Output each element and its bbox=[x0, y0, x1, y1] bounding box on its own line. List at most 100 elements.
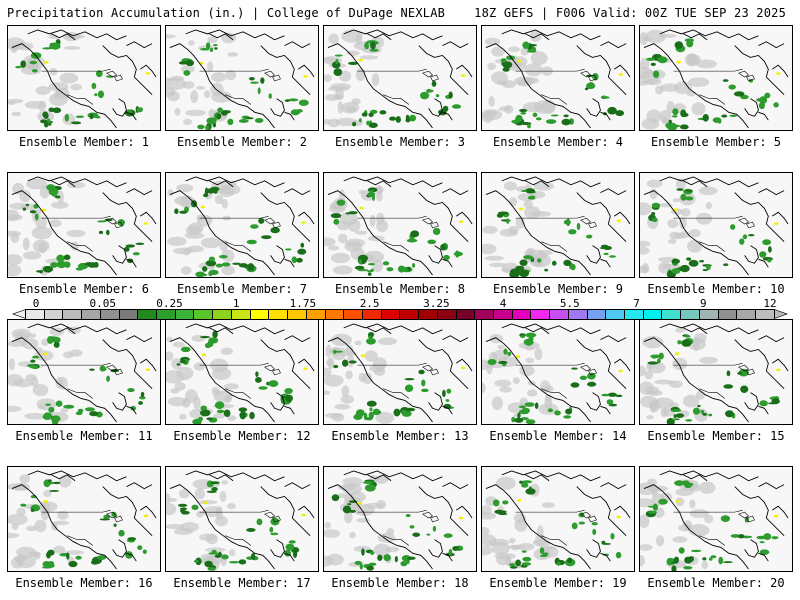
precip-area bbox=[97, 220, 107, 223]
light-precip-area bbox=[324, 521, 331, 529]
precip-area bbox=[209, 47, 214, 52]
precip-area bbox=[335, 58, 339, 65]
colorbar-tick-label: 1 bbox=[232, 297, 240, 310]
coastline bbox=[27, 470, 127, 482]
light-precip-area bbox=[375, 411, 395, 424]
great-lakes-outline bbox=[272, 221, 281, 229]
precip-area bbox=[43, 121, 49, 128]
country-border bbox=[515, 68, 585, 72]
precip-area bbox=[738, 368, 749, 377]
precip-area bbox=[404, 384, 414, 393]
light-precip-area bbox=[211, 367, 232, 381]
precip-area bbox=[525, 488, 536, 495]
light-precip-area bbox=[8, 358, 16, 371]
precip-area bbox=[219, 255, 228, 259]
light-precip-area bbox=[53, 520, 70, 526]
precip-area bbox=[334, 54, 343, 57]
precip-area bbox=[220, 110, 228, 116]
precip-map bbox=[324, 467, 476, 571]
precip-area bbox=[49, 42, 61, 50]
light-precip-area bbox=[24, 412, 46, 420]
heavy-precip-spot bbox=[359, 206, 364, 210]
coastline bbox=[209, 33, 234, 41]
precip-area bbox=[587, 372, 596, 380]
precip-area bbox=[137, 545, 143, 551]
coastline bbox=[27, 29, 127, 41]
precip-area bbox=[362, 481, 374, 484]
colorbar-swatch bbox=[381, 310, 401, 319]
precip-area bbox=[578, 521, 586, 525]
light-precip-area bbox=[180, 266, 192, 275]
light-precip-area bbox=[221, 480, 228, 485]
light-precip-area bbox=[642, 335, 664, 349]
precip-area bbox=[501, 62, 506, 66]
precip-area bbox=[42, 47, 52, 50]
heavy-precip-spot bbox=[145, 72, 151, 75]
precip-area bbox=[554, 410, 561, 416]
precip-area bbox=[20, 60, 27, 68]
precip-area bbox=[565, 408, 572, 415]
precip-area bbox=[52, 107, 62, 114]
colorbar-swatch bbox=[157, 310, 176, 319]
precip-area bbox=[45, 403, 52, 406]
coastline bbox=[643, 337, 749, 423]
light-precip-area bbox=[372, 259, 384, 273]
light-precip-area bbox=[668, 402, 679, 408]
heavy-precip-spot bbox=[202, 501, 208, 504]
precip-area bbox=[246, 239, 257, 245]
precip-area bbox=[518, 269, 530, 277]
light-precip-area bbox=[327, 357, 335, 370]
precip-area bbox=[708, 557, 713, 561]
light-precip-area bbox=[494, 379, 512, 387]
precip-area bbox=[771, 398, 780, 405]
colorbar-tick-label: 0.05 bbox=[89, 297, 116, 310]
light-precip-area bbox=[362, 372, 373, 385]
country-border bbox=[41, 68, 111, 72]
precip-area bbox=[404, 377, 415, 381]
precip-area bbox=[48, 187, 59, 196]
precip-map bbox=[640, 467, 792, 571]
precip-area bbox=[199, 409, 211, 417]
precip-area bbox=[674, 41, 684, 49]
precip-area bbox=[91, 560, 99, 565]
heavy-precip-spot bbox=[143, 222, 149, 225]
colorbar-tick-label: 7 bbox=[633, 297, 640, 310]
colorbar-swatch bbox=[175, 310, 195, 319]
colorbar-swatch bbox=[493, 310, 513, 319]
great-lakes-outline bbox=[264, 511, 276, 519]
coastline bbox=[442, 188, 469, 196]
great-lakes-outline bbox=[588, 515, 597, 523]
precip-area bbox=[98, 230, 104, 235]
precip-area bbox=[442, 389, 446, 398]
light-precip-area bbox=[339, 351, 357, 357]
light-precip-area bbox=[58, 376, 68, 390]
precip-area bbox=[66, 552, 70, 560]
precip-area bbox=[685, 189, 693, 192]
light-precip-area bbox=[324, 74, 332, 82]
ensemble-map-5 bbox=[639, 25, 793, 131]
coastline bbox=[51, 180, 76, 188]
light-precip-area bbox=[544, 396, 553, 410]
precip-area bbox=[500, 58, 507, 63]
precip-area bbox=[331, 494, 340, 502]
colorbar-swatch bbox=[550, 310, 569, 319]
precip-area bbox=[684, 38, 695, 43]
colorbar-swatch bbox=[344, 310, 363, 319]
light-precip-area bbox=[196, 214, 204, 221]
light-precip-area bbox=[49, 67, 58, 76]
light-precip-area bbox=[166, 503, 177, 516]
precip-area bbox=[288, 98, 299, 102]
light-precip-area bbox=[349, 531, 356, 539]
coastline bbox=[102, 45, 153, 95]
precip-area bbox=[722, 561, 733, 564]
country-border bbox=[225, 94, 252, 105]
precip-area bbox=[367, 262, 376, 266]
coastline bbox=[367, 180, 392, 188]
precip-area bbox=[680, 109, 687, 118]
precip-area bbox=[383, 554, 391, 562]
precip-area bbox=[367, 335, 372, 339]
light-precip-area bbox=[57, 190, 64, 204]
precip-area bbox=[395, 116, 401, 123]
coastline bbox=[758, 111, 769, 121]
precip-area bbox=[702, 114, 709, 122]
